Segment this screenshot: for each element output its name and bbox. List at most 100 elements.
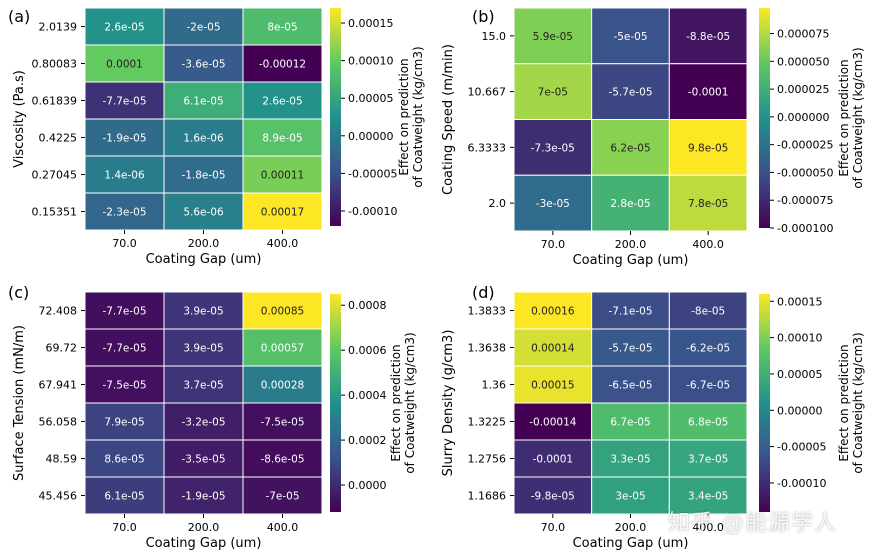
panel-label: (c) (8, 283, 29, 302)
y-tick-label: 6.3333 (468, 141, 507, 154)
cell-value-label: 0.00011 (261, 170, 304, 182)
cell-value-label: 3.3e-05 (610, 454, 650, 466)
cell-value-label: -7.3e-05 (531, 142, 575, 154)
colorbar (330, 8, 341, 226)
heatmap-cell (242, 402, 323, 441)
y-axis-label: Coating Speed (m/min) (441, 44, 456, 195)
colorbar-tick-label: 0.000050 (777, 55, 830, 68)
colorbar-tick-label: 0.00005 (777, 368, 823, 381)
y-tick-label: 67.941 (39, 379, 78, 392)
cell-value-label: -0.0001 (533, 454, 574, 466)
colorbar-tick-label: 0.0004 (348, 389, 387, 402)
cell-value-label: 3.7e-05 (688, 454, 728, 466)
heatmap-cell (163, 402, 244, 441)
colorbar (759, 294, 770, 512)
cell-value-label: 0.00085 (261, 306, 304, 318)
cell-value-label: -3.2e-05 (181, 417, 225, 429)
y-axis-label: Surface Tension (mN/m) (12, 325, 27, 481)
cell-value-label: -2e-05 (186, 22, 220, 34)
heatmap-panel-d: (d) 0.00016 -7.1e-05 -8e-05 0.00014 -5.7e-05 -… (441, 283, 865, 551)
colorbar (330, 294, 341, 512)
cell-value-label: 8e-05 (267, 22, 297, 34)
y-tick-label: 0.15351 (32, 206, 78, 219)
panel-label: (a) (8, 7, 30, 26)
panel-label: (b) (472, 7, 495, 26)
cell-value-label: -7.5e-05 (102, 380, 146, 392)
heatmap-cell (163, 365, 244, 404)
cell-value-label: 6.7e-05 (610, 417, 650, 429)
cell-value-label: 7.9e-05 (104, 417, 144, 429)
colorbar-tick-label: 0.000000 (777, 111, 830, 124)
colorbar-tick-label: -0.000100 (777, 222, 833, 235)
heatmap-cell (668, 63, 748, 120)
cell-value-label: -7.7e-05 (102, 306, 146, 318)
cell-value-label: -6.2e-05 (686, 343, 730, 355)
colorbar-tick-label: 0.00000 (348, 130, 394, 143)
colorbar-tick-label: 0.0008 (348, 299, 387, 312)
y-axis-label: Slurry Density (g/cm3) (441, 330, 456, 477)
cell-value-label: -6.7e-05 (686, 380, 730, 392)
cell-value-label: -1.8e-05 (181, 170, 225, 182)
cell-value-label: 0.00014 (531, 343, 575, 355)
x-tick-label: 70.0 (112, 237, 137, 250)
y-tick-label: 0.4225 (39, 132, 78, 145)
heatmap-cell (591, 63, 670, 120)
y-tick-label: 10.667 (468, 86, 507, 99)
heatmap-cell (513, 365, 593, 404)
heatmap-cell (242, 192, 323, 231)
heatmap-cell (163, 328, 244, 367)
colorbar-tick-label: -0.00010 (777, 477, 826, 490)
y-tick-label: 1.2756 (468, 453, 507, 466)
heatmap-panel-c: (c) -7.7e-05 3.9e-05 0.00085 -7.7e-05 3.9e-05… (8, 283, 417, 551)
y-tick-label: 45.456 (39, 490, 78, 503)
colorbar-tick-label: 0.0000 (348, 479, 387, 492)
cell-value-label: -1.9e-05 (181, 491, 225, 503)
heatmap-cell (668, 7, 748, 65)
cell-value-label: 8.6e-05 (104, 454, 144, 466)
y-tick-label: 48.59 (46, 453, 78, 466)
x-tick-label: 200.0 (615, 521, 647, 534)
cell-value-label: -8e-05 (691, 306, 725, 318)
heatmap-cell (513, 328, 593, 367)
cell-value-label: -0.00012 (259, 59, 306, 71)
y-tick-label: 1.3225 (468, 416, 507, 429)
cell-value-label: 6.8e-05 (688, 417, 728, 429)
colorbar (759, 8, 770, 228)
cell-value-label: -0.00014 (529, 417, 577, 429)
cell-value-label: -3e-05 (536, 198, 570, 210)
heatmap-cell (163, 7, 244, 46)
heatmap-cell (668, 174, 748, 232)
y-tick-label: 1.36 (482, 379, 507, 392)
heatmap-cell (513, 291, 593, 330)
heatmap-cell (84, 328, 165, 367)
cell-value-label: -5.7e-05 (608, 87, 652, 99)
colorbar-tick-label: 0.00005 (348, 92, 394, 105)
cell-value-label: 9.8e-05 (688, 142, 728, 154)
heatmap-cell (242, 291, 323, 330)
cell-value-label: -8.6e-05 (260, 454, 304, 466)
y-axis-label: Viscosity (Pa.s) (12, 70, 27, 168)
y-tick-label: 69.72 (46, 342, 78, 355)
cell-value-label: 7e-05 (538, 87, 568, 99)
heatmap-cell (591, 402, 670, 441)
heatmap-cell (591, 328, 670, 367)
y-tick-label: 56.058 (39, 416, 78, 429)
x-axis-label: Coating Gap (um) (146, 252, 262, 267)
heatmap-cell (242, 118, 323, 157)
cell-value-label: 1.4e-06 (104, 170, 145, 182)
colorbar-tick-label: 0.000025 (777, 83, 830, 96)
cell-value-label: 3e-05 (615, 491, 645, 503)
cell-value-label: 0.00017 (261, 207, 304, 219)
x-tick-label: 200.0 (188, 521, 220, 534)
cell-value-label: -5.7e-05 (608, 343, 652, 355)
cell-value-label: 0.00057 (261, 343, 304, 355)
heatmap-cell (163, 192, 244, 231)
heatmap-cell (242, 365, 323, 404)
cell-value-label: -2.3e-05 (102, 207, 146, 219)
colorbar-label: Effect on predictionof Coatweight (kg/cm… (837, 47, 865, 188)
colorbar-tick-label: -0.00010 (348, 205, 397, 218)
heatmap-cell (668, 402, 748, 441)
heatmap-cell (513, 174, 593, 232)
colorbar-tick-label: 0.0006 (348, 344, 387, 357)
cell-value-label: 3.7e-05 (183, 380, 223, 392)
